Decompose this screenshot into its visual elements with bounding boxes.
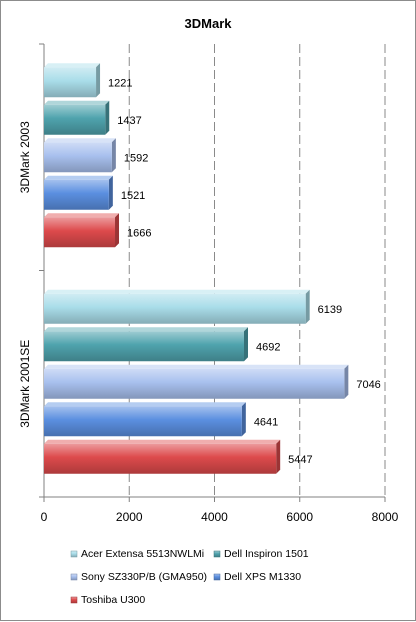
bar-top <box>44 327 248 332</box>
bar-top <box>44 289 310 294</box>
legend-swatch <box>70 573 78 581</box>
y-group-label: 3DMark 2001SE <box>18 340 32 428</box>
bar-top <box>44 364 349 369</box>
bar-value-label: 1221 <box>108 77 132 89</box>
bar-side <box>305 289 310 324</box>
plot-area: 0 2000 4000 6000 8000 1221 1437 1592 1521 1666 3DM… <box>18 43 399 524</box>
bar <box>44 331 244 362</box>
bar-top <box>44 213 120 218</box>
bar-side <box>115 213 120 248</box>
bar-top <box>44 100 110 105</box>
bar <box>44 104 106 135</box>
bar-value-label: 6139 <box>318 304 342 316</box>
bar-value-label: 1437 <box>117 115 141 127</box>
bar-value-label: 1592 <box>124 152 148 164</box>
x-tick-label: 4000 <box>201 510 228 524</box>
bar-top <box>44 138 116 143</box>
bar-side <box>243 327 248 362</box>
bar <box>44 142 112 173</box>
legend-swatch <box>213 550 221 558</box>
bar-side <box>241 402 246 437</box>
bar <box>44 368 345 399</box>
bar-top <box>44 402 246 407</box>
bar <box>44 406 242 437</box>
legend-label: Acer Extensa 5513NWLMi <box>81 548 204 560</box>
bar <box>44 67 97 98</box>
bar-side <box>276 439 281 474</box>
bar-top <box>44 439 281 444</box>
x-tick-label: 6000 <box>286 510 313 524</box>
bar <box>44 217 116 248</box>
bar-value-label: 4692 <box>256 341 280 353</box>
bar <box>44 179 109 210</box>
legend-swatch <box>70 596 78 604</box>
bar-value-label: 7046 <box>356 379 380 391</box>
bar-value-label: 5447 <box>288 454 312 466</box>
bar-side <box>105 100 110 135</box>
bar-side <box>344 364 349 399</box>
x-tick-label: 8000 <box>372 510 399 524</box>
legend-label: Dell Inspiron 1501 <box>224 548 309 560</box>
x-tick-label: 0 <box>41 510 48 524</box>
bar-value-label: 1666 <box>127 227 151 239</box>
bar-side <box>96 63 101 98</box>
bar-top <box>44 175 113 180</box>
bar-side <box>111 138 116 173</box>
bar <box>44 293 306 324</box>
x-tick-label: 2000 <box>116 510 143 524</box>
legend-swatch <box>70 550 78 558</box>
bar-value-label: 4641 <box>254 416 278 428</box>
bar-side <box>108 175 113 210</box>
legend-label: Sony SZ330P/B (GMA950) <box>81 571 207 583</box>
legend-label: Dell XPS M1330 <box>224 571 301 583</box>
y-group-label: 3DMark 2003 <box>18 121 32 193</box>
legend-swatch <box>213 573 221 581</box>
chart-title: 3DMark <box>185 16 233 31</box>
bar <box>44 443 277 474</box>
bar-top <box>44 63 101 68</box>
legend-label: Toshiba U300 <box>81 594 145 606</box>
bar-value-label: 1521 <box>121 190 145 202</box>
legend: Acer Extensa 5513NWLMi Dell Inspiron 1501… <box>70 548 309 606</box>
